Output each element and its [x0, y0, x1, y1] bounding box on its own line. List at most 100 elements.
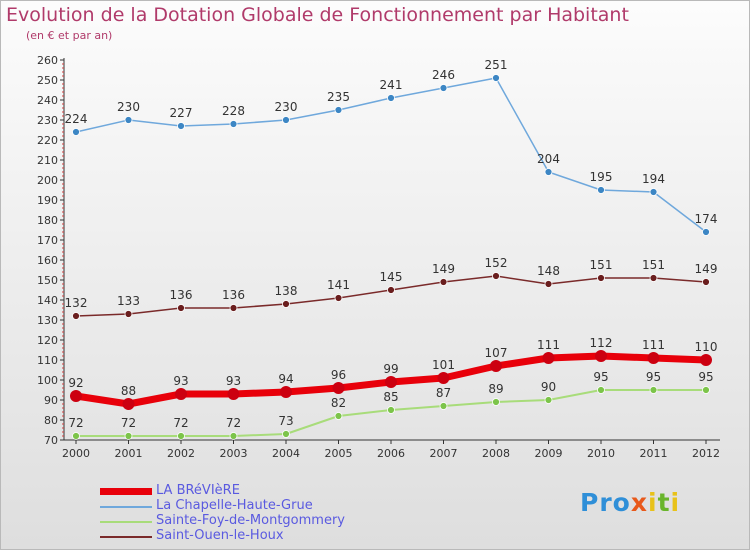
data-point	[282, 430, 290, 438]
y-tick-label: 70	[44, 434, 58, 447]
y-tick-label: 210	[37, 154, 58, 167]
data-label: 95	[593, 370, 608, 384]
data-label: 96	[331, 368, 346, 382]
data-label: 82	[331, 396, 346, 410]
data-point	[177, 432, 185, 440]
series-3: 132 133 136 136 138 141 145 149 152 148 151 151 149	[65, 256, 718, 320]
data-point	[124, 432, 133, 440]
data-label: 94	[278, 372, 293, 386]
legend-label: La Chapelle-Haute-Grue	[156, 498, 313, 513]
data-point	[649, 386, 658, 394]
data-point	[280, 386, 292, 398]
data-point	[544, 280, 553, 288]
data-point	[597, 386, 605, 394]
data-label: 99	[383, 362, 398, 376]
legend-label: Saint-Ouen-le-Houx	[156, 528, 284, 543]
data-point	[597, 274, 605, 282]
y-tick-label: 170	[37, 234, 58, 247]
legend-swatch	[100, 520, 152, 523]
data-label: 251	[485, 58, 508, 72]
data-point	[124, 310, 133, 318]
logo-letter: i	[648, 488, 658, 517]
data-point	[597, 186, 605, 194]
data-label: 112	[590, 336, 613, 350]
data-label: 73	[278, 414, 293, 428]
data-label: 228	[222, 104, 245, 118]
data-label: 136	[170, 288, 193, 302]
data-point	[490, 360, 502, 372]
data-label: 149	[695, 262, 718, 276]
x-tick-label: 2009	[535, 447, 563, 460]
x-tick-label: 2002	[167, 447, 195, 460]
data-label: 152	[485, 256, 508, 270]
data-point	[72, 128, 80, 136]
data-point	[387, 406, 395, 414]
x-tick-label: 2008	[482, 447, 510, 460]
legend-swatch	[100, 505, 152, 508]
data-point	[702, 278, 710, 286]
y-tick-label: 150	[37, 274, 58, 287]
data-label: 95	[698, 370, 713, 384]
data-label: 149	[432, 262, 455, 276]
y-tick-label: 80	[44, 414, 58, 427]
data-point	[229, 304, 238, 312]
y-tick-label: 100	[37, 374, 58, 387]
data-point	[282, 300, 290, 308]
series-2: 72 72 72 72 73 82 85 87 89 90 95 95 95	[68, 370, 714, 440]
data-point	[332, 382, 345, 394]
data-label: 111	[537, 338, 560, 352]
logo-letter: r	[599, 488, 613, 517]
data-label: 138	[275, 284, 298, 298]
logo-letter: i	[670, 488, 681, 517]
y-tick-label: 200	[37, 174, 58, 187]
data-label: 133	[117, 294, 140, 308]
data-point	[177, 122, 185, 130]
data-point	[649, 188, 658, 196]
data-label: 111	[642, 338, 665, 352]
data-point	[700, 354, 712, 366]
data-label: 246	[432, 68, 455, 82]
data-label: 89	[488, 382, 503, 396]
data-point	[385, 376, 397, 388]
data-point	[282, 116, 290, 124]
data-label: 95	[646, 370, 661, 384]
x-tick-label: 2004	[272, 447, 300, 460]
y-tick-label: 260	[37, 54, 58, 67]
x-tick-label: 2011	[640, 447, 668, 460]
data-point	[439, 84, 448, 92]
data-label: 136	[222, 288, 245, 302]
data-point	[72, 312, 80, 320]
y-tick-label: 180	[37, 214, 58, 227]
data-label: 72	[121, 416, 136, 430]
x-tick-label: 2006	[377, 447, 405, 460]
data-point	[649, 274, 658, 282]
x-tick-label: 2001	[115, 447, 143, 460]
logo-letter: x	[630, 488, 648, 517]
data-point	[702, 228, 710, 236]
logo-letter: o	[612, 488, 631, 517]
data-label: 107	[485, 346, 508, 360]
data-point	[542, 352, 555, 364]
series-1: 224 230 227 228 230 235 241 246 251 204 195 194 174	[65, 58, 717, 236]
data-label: 92	[68, 376, 83, 390]
data-point	[124, 116, 133, 124]
y-tick-label: 120	[37, 334, 58, 347]
y-tick-label: 230	[37, 114, 58, 127]
logo-letter: t	[657, 488, 671, 517]
x-tick-label: 2010	[587, 447, 615, 460]
y-tick-label: 160	[37, 254, 58, 267]
data-label: 110	[695, 340, 718, 354]
data-point	[122, 398, 135, 410]
y-tick-label: 130	[37, 314, 58, 327]
data-point	[492, 398, 500, 406]
data-point	[229, 432, 238, 440]
chart-title: Evolution de la Dotation Globale de Fonc…	[6, 4, 629, 26]
data-label: 132	[65, 296, 88, 310]
data-point	[334, 412, 343, 420]
data-label: 72	[226, 416, 241, 430]
data-point	[177, 304, 185, 312]
data-point	[544, 396, 553, 404]
data-label: 194	[642, 172, 665, 186]
proxiti-logo: Proxiti	[580, 488, 680, 517]
